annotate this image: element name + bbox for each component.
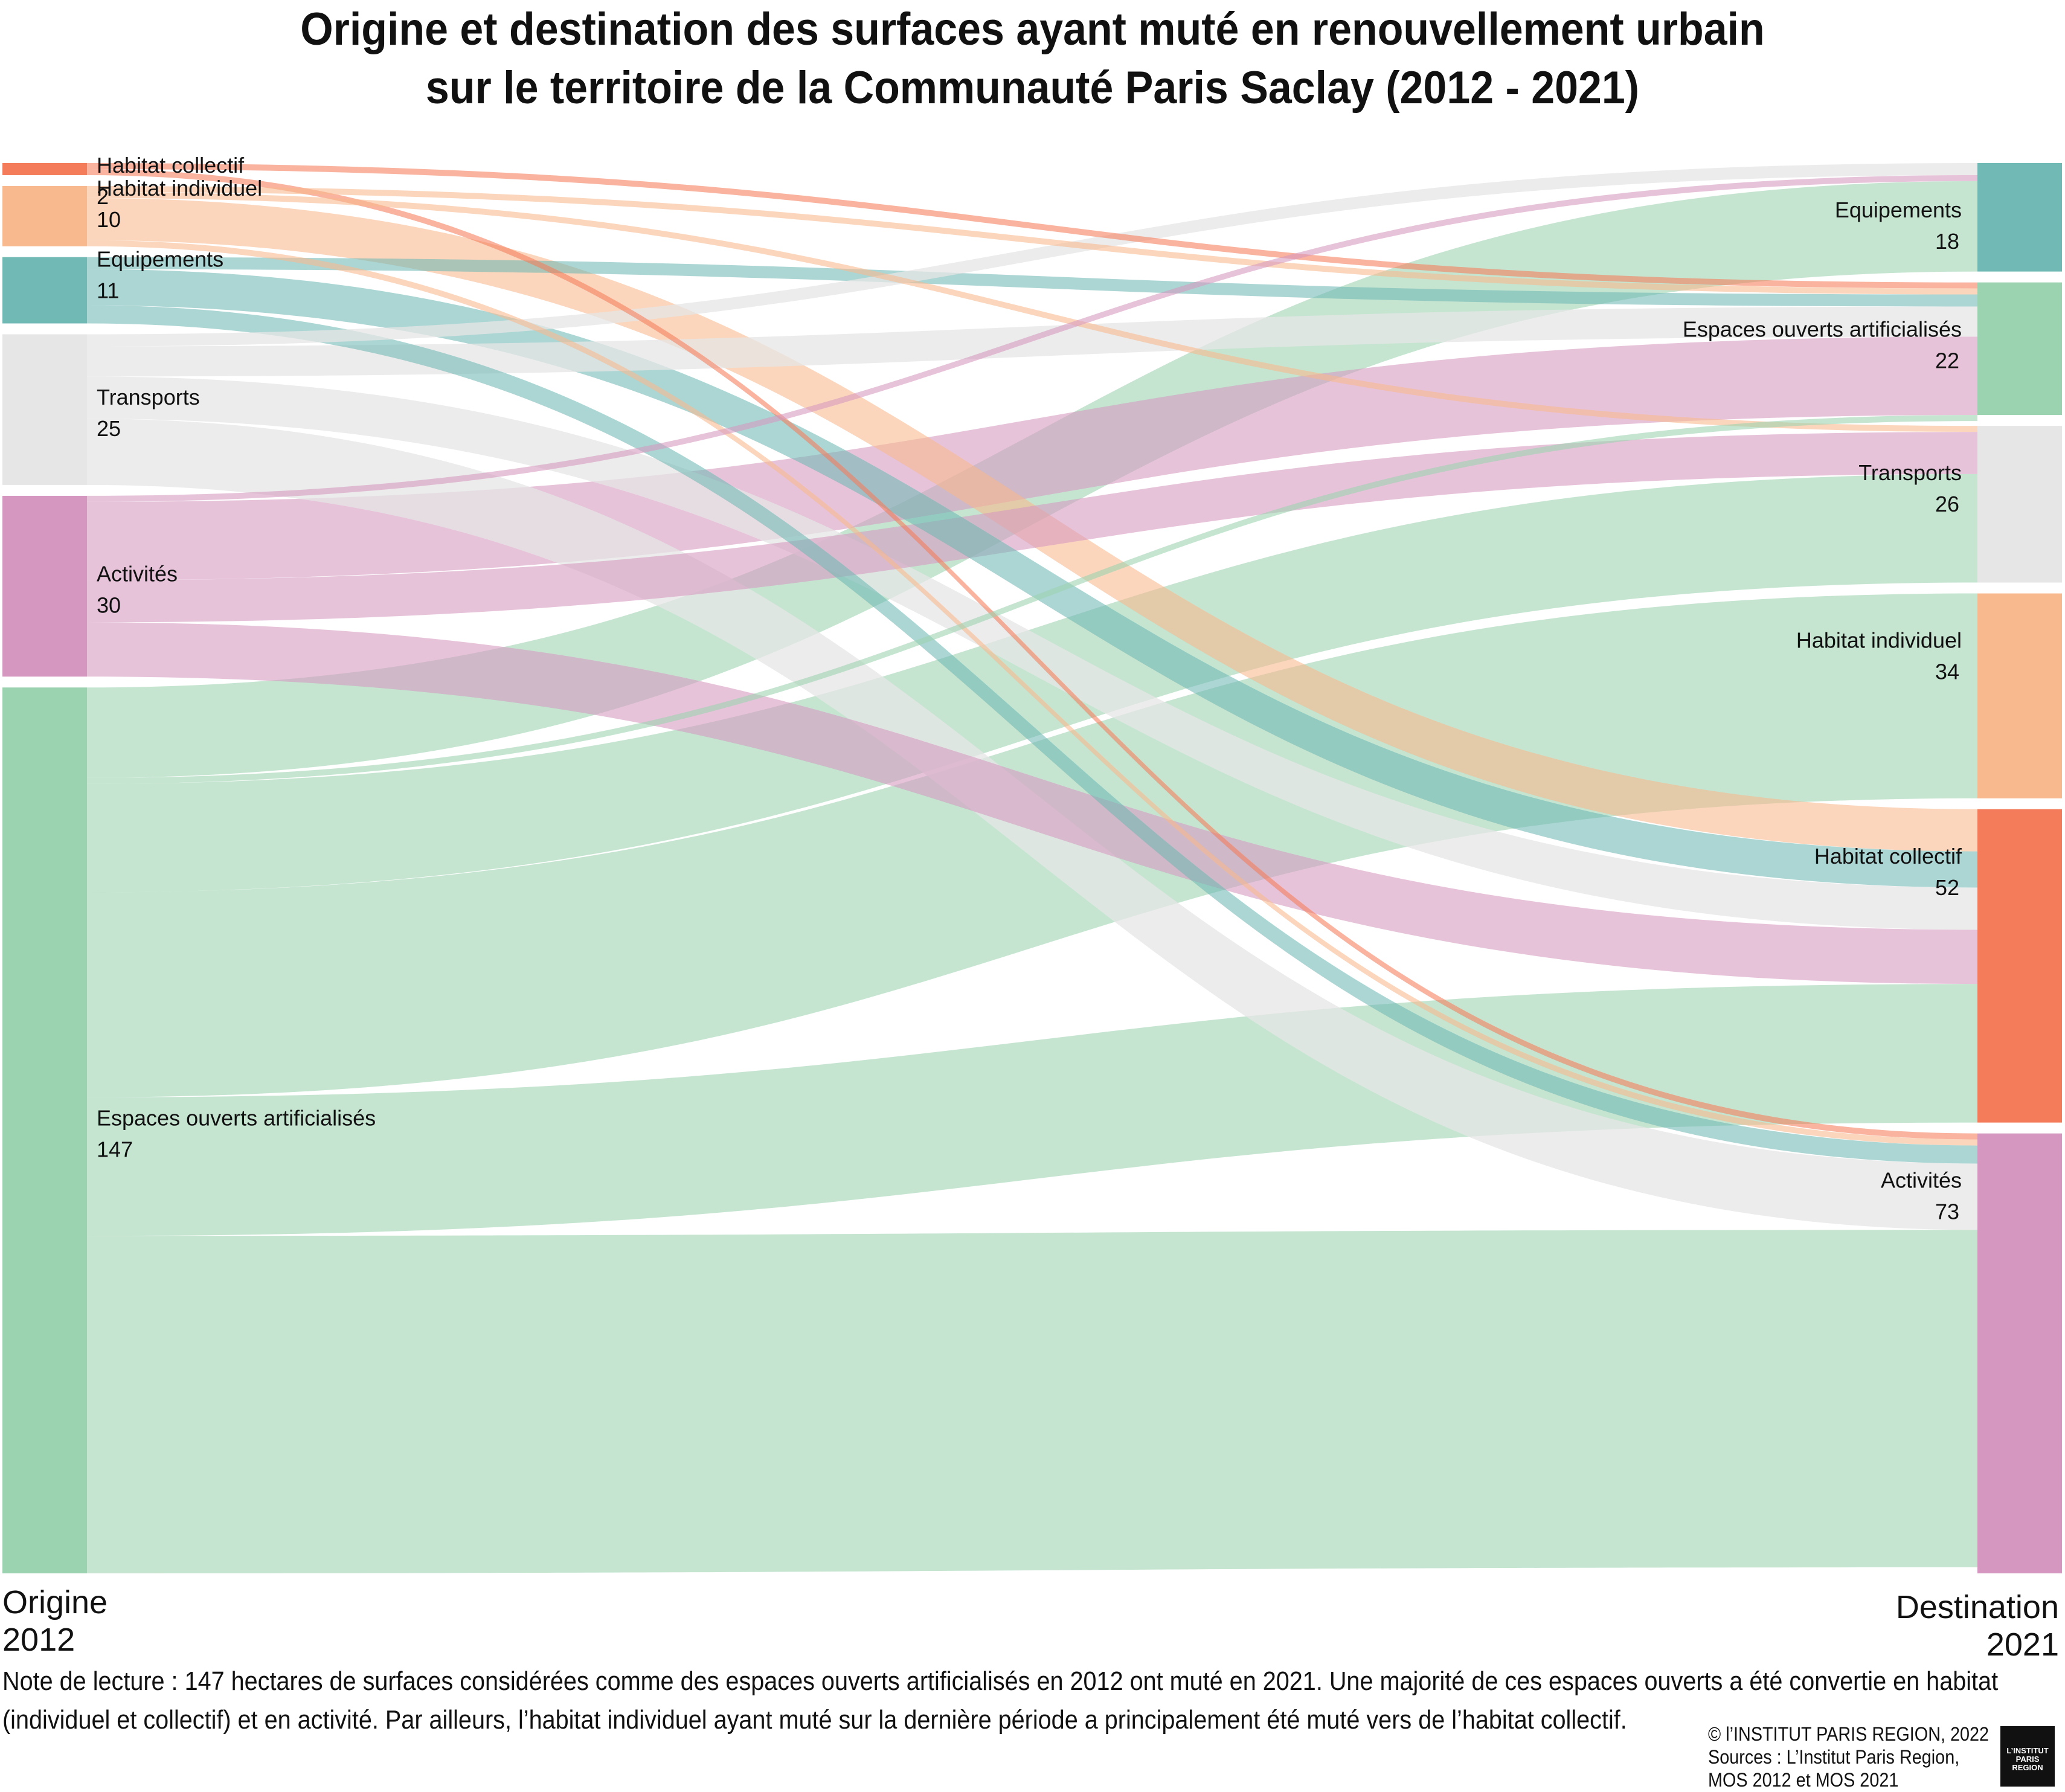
- source-node-espaces-ouverts-artificialises: [2, 687, 87, 1573]
- link-espaces-ouverts-artificialises-to-espaces-ouverts-artificialises: [87, 415, 1977, 784]
- sources-line-2: MOS 2012 et MOS 2021: [1708, 1769, 1899, 1791]
- link-habitat-individuel-to-espaces-ouverts-artificialises: [87, 185, 1977, 295]
- link-espaces-ouverts-artificialises-to-transports: [87, 474, 1977, 893]
- link-habitat-individuel-to-transports: [87, 191, 1977, 432]
- source-value-habitat-individuel: 10: [97, 207, 121, 232]
- title-line-2: sur le territoire de la Communauté Paris…: [425, 62, 1640, 114]
- link-equipements-to-activites: [87, 305, 1977, 1164]
- target-label-equipements: Equipements: [1835, 198, 1962, 222]
- target-node-habitat-collectif: [1977, 809, 2062, 1123]
- target-value-espaces-ouverts-artificialises: 22: [1935, 348, 1959, 373]
- source-label-espaces-ouverts-artificialises: Espaces ouverts artificialisés: [97, 1106, 376, 1131]
- institut-logo: L’INSTITUT PARIS REGION: [2000, 1726, 2055, 1787]
- link-activites-to-transports: [87, 432, 1977, 623]
- origin-year: 2012: [2, 1622, 75, 1658]
- target-label-activites: Activités: [1881, 1168, 1962, 1193]
- source-label-habitat-collectif: Habitat collectif: [97, 153, 245, 178]
- origin-label: Origine: [2, 1584, 108, 1620]
- source-label-habitat-individuel: Habitat individuel: [97, 176, 262, 201]
- reading-note-line-2: (individuel et collectif) et en activité…: [2, 1705, 1627, 1735]
- target-node-espaces-ouverts-artificialises: [1977, 282, 2062, 416]
- chart-title: Origine et destination des surfaces ayan…: [83, 0, 1982, 117]
- link-transports-to-equipements: [87, 163, 1977, 347]
- target-value-habitat-collectif: 52: [1935, 875, 1959, 900]
- destination-year: 2021: [1986, 1627, 2059, 1663]
- target-value-equipements: 18: [1935, 229, 1959, 254]
- sankey-nodes: [2, 163, 2062, 1573]
- target-value-habitat-individuel: 34: [1935, 660, 1959, 684]
- link-transports-to-espaces-ouverts-artificialises: [87, 306, 1977, 377]
- source-node-habitat-collectif: [2, 163, 87, 175]
- source-label-activites: Activités: [97, 562, 178, 586]
- sources-line-1: Sources : L’Institut Paris Region,: [1708, 1746, 1960, 1768]
- link-activites-to-equipements: [87, 175, 1977, 502]
- source-label-equipements: Equipements: [97, 247, 223, 272]
- source-node-habitat-individuel: [2, 185, 87, 246]
- source-value-transports: 25: [97, 416, 121, 441]
- source-value-equipements: 11: [97, 278, 119, 303]
- sankey-links: [87, 163, 1977, 1573]
- destination-axis-label: Destination 2021: [1896, 1588, 2059, 1663]
- target-node-equipements: [1977, 163, 2062, 272]
- source-node-transports: [2, 334, 87, 485]
- title-line-1: Origine et destination des surfaces ayan…: [300, 4, 1765, 55]
- reading-note: Note de lecture : 147 hectares de surfac…: [2, 1662, 1999, 1739]
- target-label-habitat-individuel: Habitat individuel: [1796, 628, 1962, 653]
- link-equipements-to-espaces-ouverts-artificialises: [87, 257, 1977, 307]
- target-label-habitat-collectif: Habitat collectif: [1814, 844, 1962, 869]
- target-label-espaces-ouverts-artificialises: Espaces ouverts artificialisés: [1683, 317, 1962, 342]
- target-node-habitat-individuel: [1977, 593, 2062, 798]
- target-node-transports: [1977, 426, 2062, 583]
- source-node-activites: [2, 495, 87, 677]
- source-label-transports: Transports: [97, 385, 200, 409]
- credits: © l’INSTITUT PARIS REGION, 2022 Sources …: [1708, 1723, 1989, 1791]
- target-label-transports: Transports: [1858, 460, 1962, 485]
- link-habitat-individuel-to-activites: [87, 240, 1977, 1146]
- link-espaces-ouverts-artificialises-to-activites: [87, 1230, 1977, 1573]
- link-habitat-collectif-to-espaces-ouverts-artificialises: [87, 163, 1977, 289]
- destination-label: Destination: [1895, 1589, 2059, 1625]
- copyright: © l’INSTITUT PARIS REGION, 2022: [1708, 1723, 1990, 1745]
- target-node-activites: [1977, 1133, 2062, 1573]
- link-habitat-collectif-to-activites: [87, 169, 1977, 1140]
- reading-note-line-1: Note de lecture : 147 hectares de surfac…: [2, 1666, 1999, 1696]
- origin-axis-label: Origine 2012: [2, 1584, 108, 1659]
- target-value-activites: 73: [1935, 1199, 1959, 1224]
- target-value-transports: 26: [1935, 492, 1959, 516]
- source-value-espaces-ouverts-artificialises: 147: [97, 1137, 133, 1162]
- source-value-activites: 30: [97, 593, 121, 618]
- source-node-equipements: [2, 257, 87, 324]
- link-activites-to-habitat-collectif: [87, 622, 1977, 984]
- source-value-habitat-collectif: 2: [97, 184, 109, 209]
- link-equipements-to-habitat-collectif: [87, 269, 1977, 888]
